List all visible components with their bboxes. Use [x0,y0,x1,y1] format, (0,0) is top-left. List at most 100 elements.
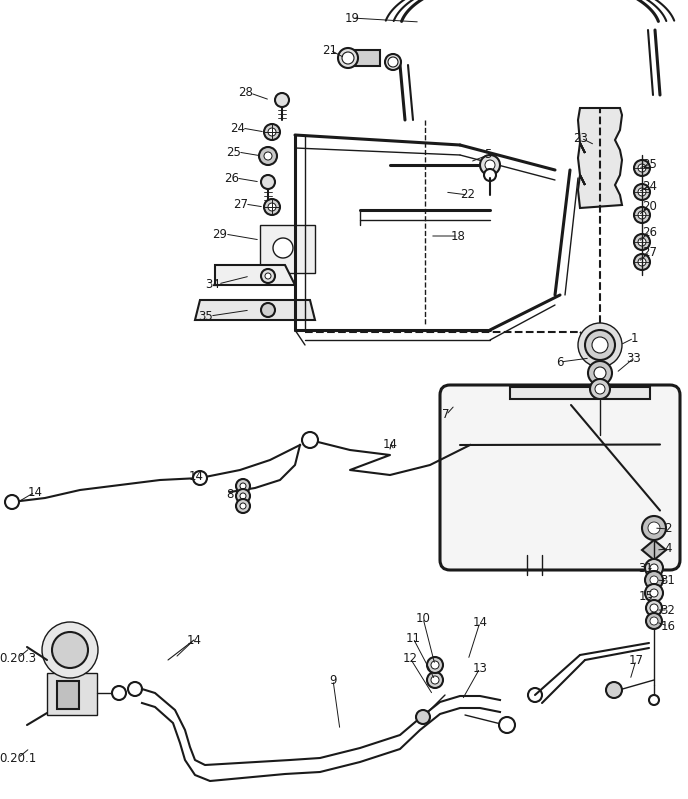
Text: 22: 22 [460,189,475,201]
Text: 27: 27 [643,245,658,259]
Circle shape [52,632,88,668]
Text: 11: 11 [405,631,420,645]
Circle shape [236,479,250,493]
Circle shape [585,330,615,360]
Text: 5: 5 [484,149,492,161]
Text: 15: 15 [638,590,654,603]
Circle shape [638,258,646,266]
Polygon shape [578,108,622,208]
Text: 14: 14 [473,615,488,629]
Bar [510,387,650,399]
Circle shape [236,489,250,503]
Text: 26: 26 [224,172,239,185]
Text: 26: 26 [643,225,658,238]
Text: 1: 1 [630,332,638,344]
Circle shape [264,199,280,215]
Text: 12: 12 [402,651,418,665]
Circle shape [338,48,358,68]
Circle shape [650,576,658,584]
Text: 35: 35 [199,309,213,323]
Circle shape [480,155,500,175]
Circle shape [42,622,98,678]
Circle shape [264,124,280,140]
Circle shape [264,152,272,160]
Circle shape [388,57,398,67]
Circle shape [275,93,289,107]
Polygon shape [195,300,315,320]
Circle shape [634,254,650,270]
Circle shape [595,384,605,394]
Circle shape [240,503,246,509]
Text: 14: 14 [186,634,202,646]
Text: 13: 13 [473,662,487,674]
Circle shape [261,269,275,283]
Circle shape [642,516,666,540]
FancyBboxPatch shape [440,385,680,570]
Text: 8: 8 [226,487,234,500]
Circle shape [578,323,622,367]
Text: 2: 2 [664,523,671,535]
Circle shape [638,188,646,196]
Text: 10: 10 [416,611,431,625]
Circle shape [268,203,276,211]
Circle shape [416,710,430,724]
Circle shape [638,211,646,219]
Circle shape [484,169,496,181]
Circle shape [193,471,207,485]
Text: 9: 9 [330,674,336,686]
Circle shape [528,688,542,702]
Text: 32: 32 [660,603,676,617]
Circle shape [645,584,663,602]
Text: 16: 16 [660,619,676,633]
Circle shape [236,499,250,513]
Text: 29: 29 [213,228,228,240]
Circle shape [431,661,439,669]
Text: 18: 18 [451,229,466,243]
Circle shape [638,164,646,172]
Text: 27: 27 [233,197,248,210]
Circle shape [431,676,439,684]
Circle shape [342,52,354,64]
Circle shape [265,273,271,279]
Text: 17: 17 [629,654,643,666]
Circle shape [5,495,19,509]
Text: 14: 14 [189,470,204,483]
Circle shape [634,234,650,250]
Circle shape [594,367,606,379]
Circle shape [606,682,622,698]
Text: 20: 20 [643,201,658,213]
Circle shape [261,175,275,189]
Circle shape [588,361,612,385]
Text: 14: 14 [28,486,43,499]
Circle shape [634,160,650,176]
Circle shape [590,379,610,399]
Text: 4: 4 [664,543,671,555]
Circle shape [634,207,650,223]
Text: 24: 24 [230,121,246,134]
Circle shape [261,303,275,317]
Circle shape [485,160,495,170]
Text: 33: 33 [627,352,641,364]
Circle shape [645,571,663,589]
Text: 0.20.3: 0.20.3 [0,651,36,665]
Text: 28: 28 [239,86,253,100]
Circle shape [649,695,659,705]
Text: 25: 25 [643,158,658,172]
Circle shape [638,238,646,246]
Text: 21: 21 [323,43,338,57]
Circle shape [112,686,126,700]
Circle shape [302,432,318,448]
Circle shape [385,54,401,70]
Circle shape [128,682,142,696]
Polygon shape [215,265,295,285]
Circle shape [650,589,658,597]
Circle shape [427,657,443,673]
Circle shape [646,613,662,629]
Circle shape [259,147,277,165]
Text: 7: 7 [442,408,450,422]
Text: 25: 25 [226,145,241,158]
Text: 14: 14 [383,438,398,451]
Polygon shape [642,540,666,560]
Circle shape [273,238,293,258]
Bar [47,673,97,715]
